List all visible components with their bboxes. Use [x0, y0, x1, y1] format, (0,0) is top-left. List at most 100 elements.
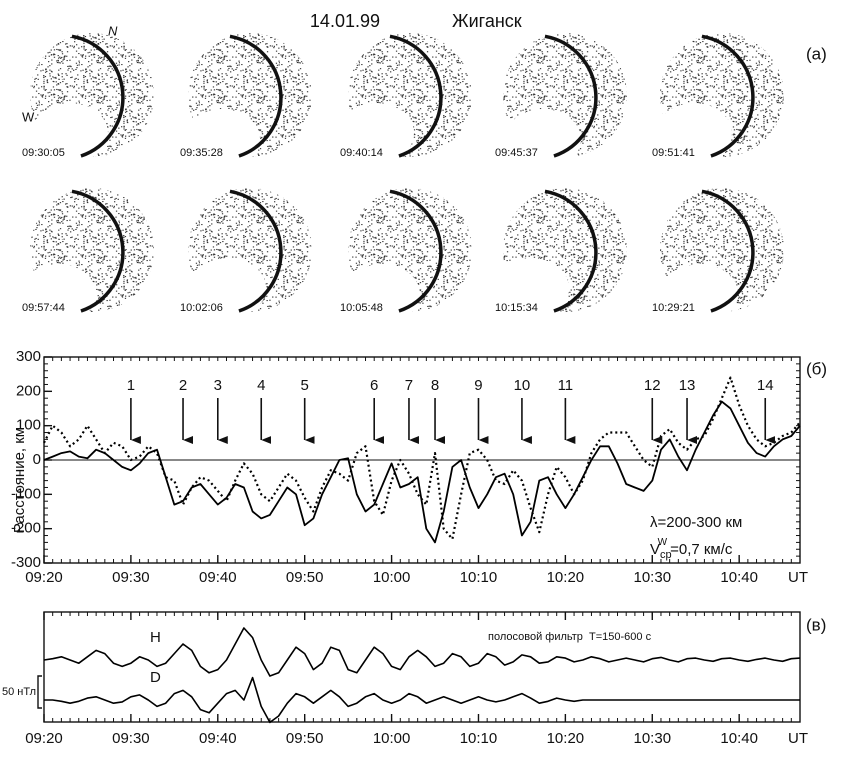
x-tick-label: 10:10 [460, 569, 498, 586]
y-tick-label: -100 [11, 485, 41, 502]
wavelength-note: λ=200-300 км [650, 514, 742, 531]
y-tick-label: 0 [33, 451, 41, 468]
y-tick-label: -200 [11, 520, 41, 537]
magnetogram-line [43, 627, 801, 677]
frame-time: 10:15:34 [495, 302, 538, 314]
frame-time: 09:35:28 [180, 147, 223, 159]
image-gap [344, 264, 420, 324]
event-number: 10 [514, 377, 531, 394]
frame-edge [544, 34, 598, 158]
image-gap [32, 103, 108, 163]
event-number: 9 [474, 377, 482, 394]
event-number: 1 [127, 377, 135, 394]
frame-edge [701, 34, 755, 158]
event-number: 12 [644, 377, 661, 394]
x-tick-label: 09:30 [112, 730, 150, 747]
image-gap [184, 109, 260, 169]
frame-time: 09:45:37 [495, 147, 538, 159]
x-tick-label: 10:10 [460, 730, 498, 747]
event-number: 14 [757, 377, 774, 394]
y-tick-label: 100 [16, 417, 41, 434]
frame-time: 10:29:21 [652, 302, 695, 314]
x-tick-label: 10:00 [373, 569, 411, 586]
y-tick-label: 200 [16, 382, 41, 399]
panel-label: (в) [806, 615, 826, 634]
x-tick-label: 10:20 [547, 569, 585, 586]
image-gap [338, 103, 414, 163]
x-tick-label: 10:20 [547, 730, 585, 747]
frame-edge [389, 189, 443, 313]
series-label: H [150, 629, 161, 646]
x-tick-label: 09:40 [199, 569, 237, 586]
event-number: 2 [179, 377, 187, 394]
series-label: D [150, 669, 161, 686]
event-number: 5 [301, 377, 309, 394]
sky-frame: 09:35:28 [180, 33, 312, 169]
frame-edge [71, 34, 125, 158]
frame-time: 09:40:14 [340, 147, 383, 159]
x-tick-label: 09:50 [286, 569, 324, 586]
image-gap [505, 109, 581, 169]
sky-frame: 10:02:06 [180, 188, 312, 318]
event-number: 8 [431, 377, 439, 394]
image-gap [656, 103, 732, 163]
plot-frame [43, 611, 801, 723]
frame-time: 10:05:48 [340, 302, 383, 314]
x-axis-label: UT [788, 730, 808, 747]
sky-frame: 10:15:34 [493, 188, 627, 318]
scale-bar-label: 50 нТл [2, 686, 36, 698]
sky-frame: 10:29:21 [652, 188, 784, 324]
velocity-sup: W [658, 537, 668, 548]
x-tick-label: 10:00 [373, 730, 411, 747]
x-tick-label: 09:20 [25, 569, 63, 586]
y-tick-label: -300 [11, 554, 41, 571]
sky-frame: 09:51:41 [652, 33, 784, 163]
west-label: W [22, 109, 35, 124]
image-gap [493, 258, 569, 318]
y-tick-label: 300 [16, 348, 41, 365]
title-place: Жиганск [452, 11, 522, 31]
x-tick-label: 10:30 [634, 569, 672, 586]
image-gap [20, 264, 96, 324]
frame-time: 09:57:44 [22, 302, 65, 314]
sky-frames: 09:30:05 09:35:28 09:40:14 09:45:37 09:51:41… [20, 33, 784, 324]
x-tick-label: 10:40 [720, 730, 758, 747]
distance-chart: -300 -200 -100 0 100 200 300 09:20 09:30 09:40 09:… [11, 348, 827, 586]
velocity-rest: =0,7 км/с [670, 541, 733, 558]
velocity-symbol: V [650, 541, 660, 558]
event-number: 13 [679, 377, 696, 394]
panel-label: (а) [806, 44, 827, 63]
y-axis-label: Расстояние, км [11, 427, 28, 533]
sky-frame: 09:45:37 [495, 33, 627, 169]
title-date: 14.01.99 [310, 11, 380, 31]
event-number: 3 [214, 377, 222, 394]
velocity-sub: ср [660, 549, 672, 561]
frame-edge [229, 34, 283, 158]
panel-label: (б) [806, 359, 827, 378]
x-axis-label: UT [788, 569, 808, 586]
magnetogram-line [44, 676, 800, 724]
x-tick-label: 09:20 [25, 730, 63, 747]
frame-time: 10:02:06 [180, 302, 223, 314]
x-tick-label: 09:30 [112, 569, 150, 586]
frame-time: 09:51:41 [652, 147, 695, 159]
x-tick-label: 09:50 [286, 730, 324, 747]
frame-edge [71, 189, 125, 313]
event-number: 4 [257, 377, 265, 394]
frame-edge [389, 34, 443, 158]
event-number: 7 [405, 377, 413, 394]
sky-frame: 10:05:48 [340, 188, 472, 324]
frame-edge [701, 189, 755, 313]
north-label: N [108, 23, 118, 38]
scale-bar [37, 675, 42, 709]
frame-edge [544, 189, 598, 313]
x-tick-label: 10:30 [634, 730, 672, 747]
series-line [43, 376, 801, 541]
magnetogram-chart: 09:20 09:30 09:40 09:50 10:00 10:10 10:20 10:30… [2, 611, 826, 747]
sky-frame: 09:30:05 [22, 33, 154, 163]
frame-time: 09:30:05 [22, 147, 65, 159]
frame-edge [229, 189, 283, 313]
image-gap [662, 264, 738, 324]
